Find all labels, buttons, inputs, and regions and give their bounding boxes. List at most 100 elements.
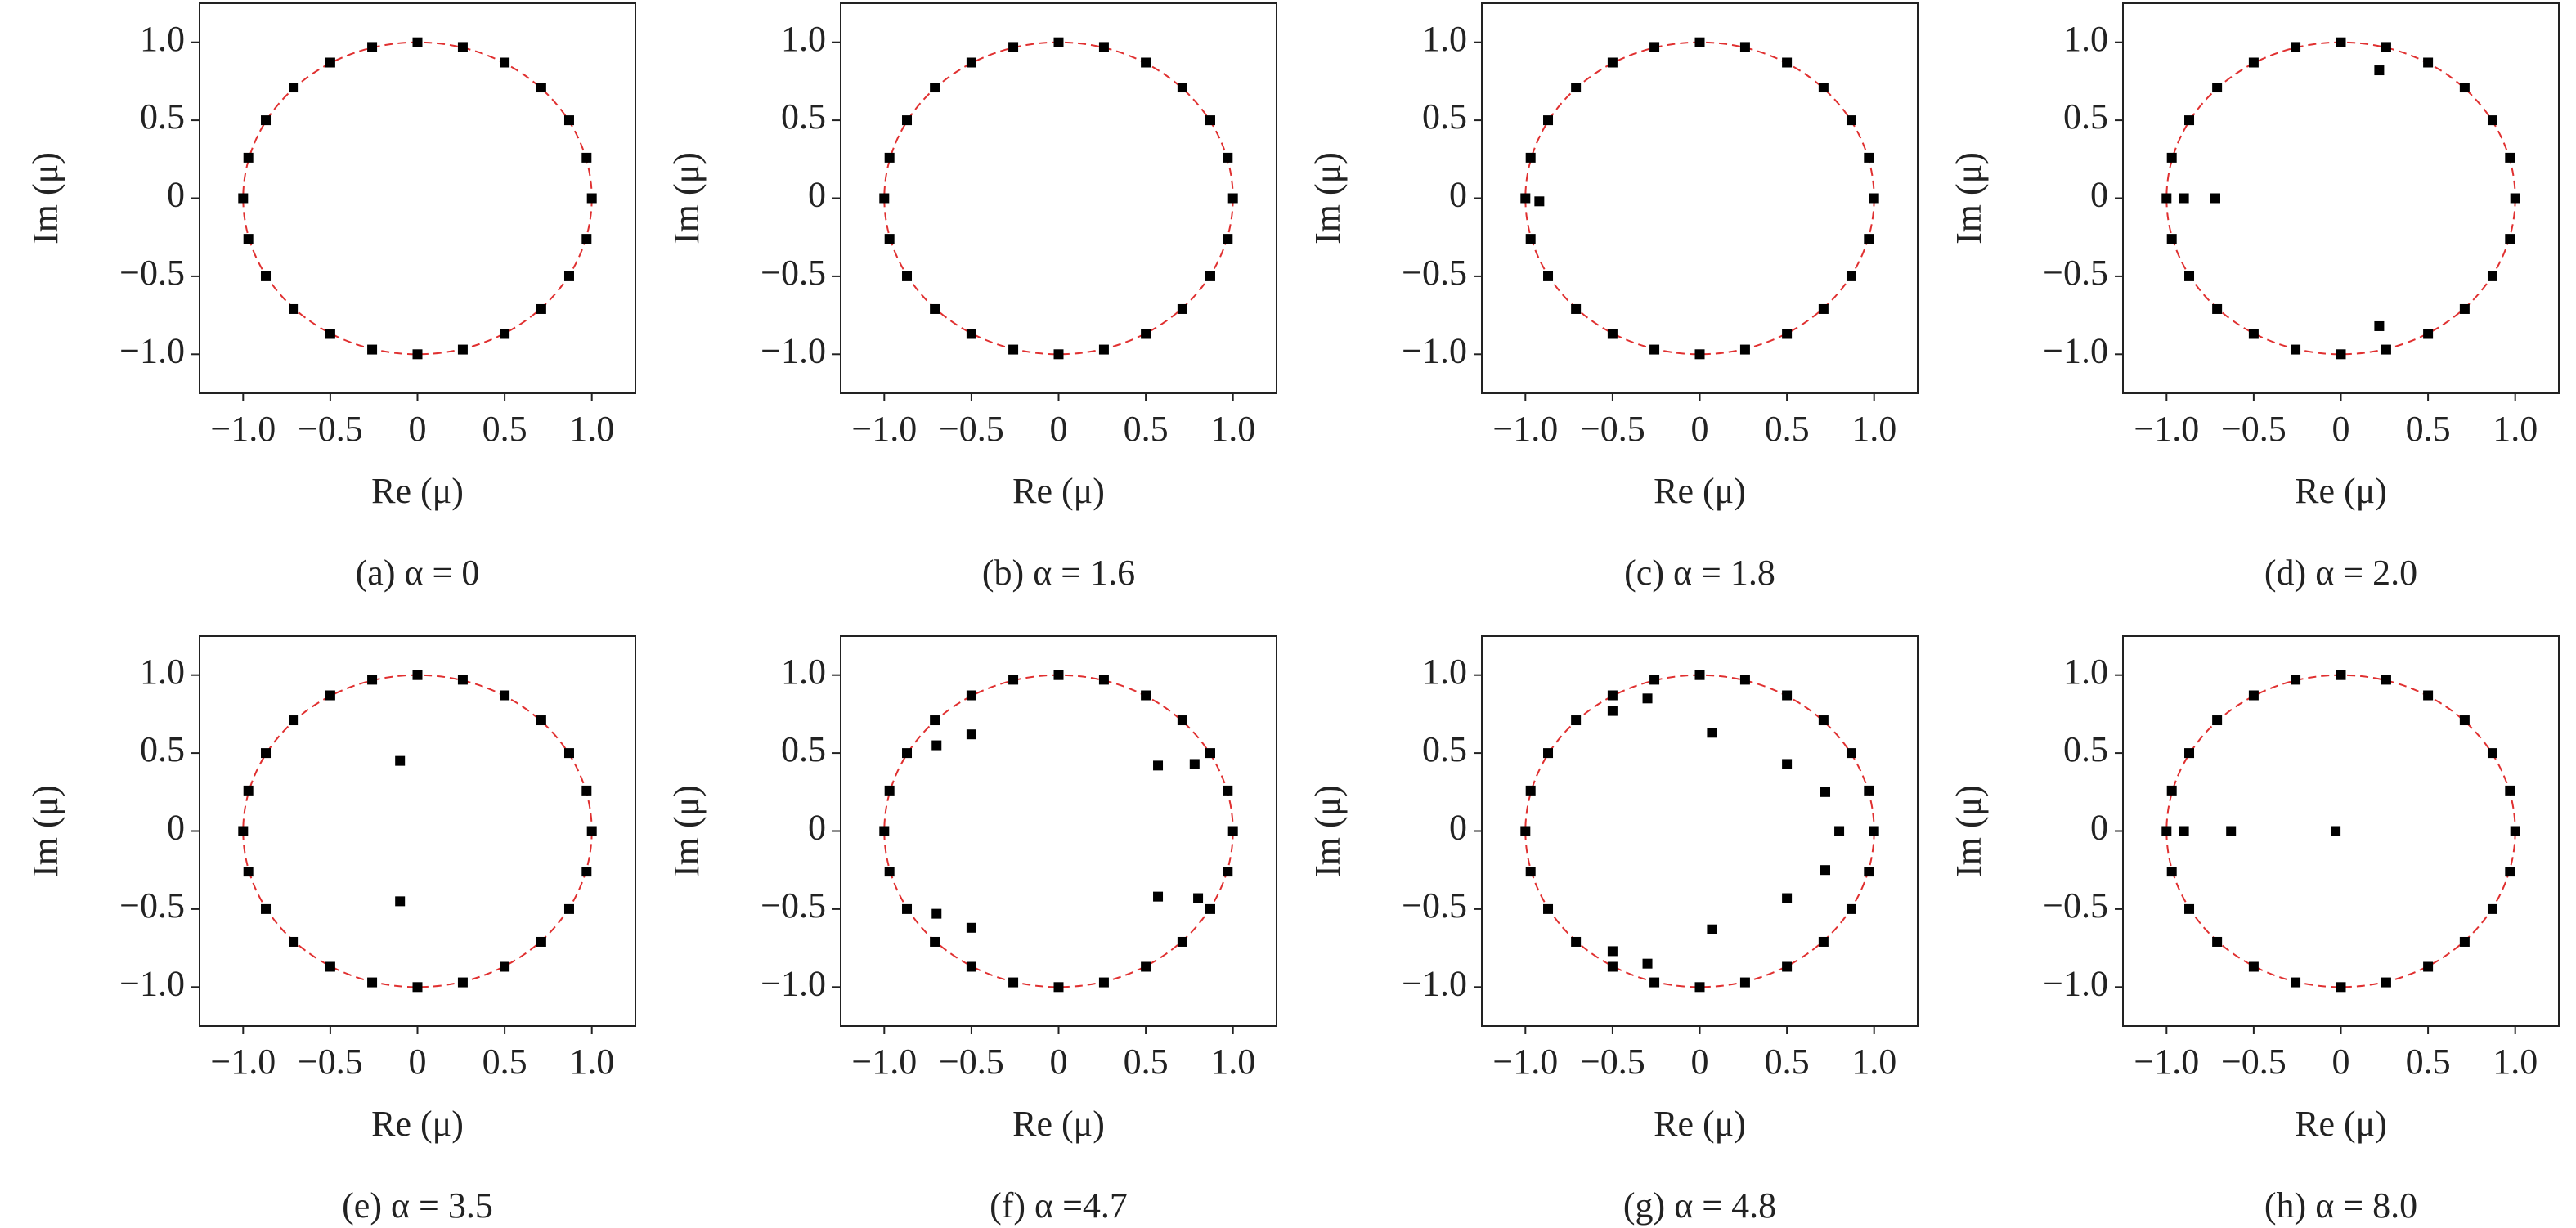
subplot: −1.0 −0.5 0 0.5 1.0 −1.0 −0.5 0 0.5 1.0 Re (μ) Im (… (25, 2, 636, 593)
y-axis-label: Im (μ) (1949, 152, 1989, 244)
point (2487, 748, 2497, 759)
point (325, 57, 335, 68)
y-tick-label: −0.5 (119, 885, 185, 925)
point (2381, 675, 2391, 685)
point (1782, 57, 1793, 68)
y-tick-label: 0.5 (2063, 96, 2108, 137)
subplot: −1.0 −0.5 0 0.5 1.0 −1.0 −0.5 0 0.5 1.0 Re (μ) Im (… (1308, 2, 1919, 593)
point (457, 344, 468, 355)
point (2423, 57, 2434, 68)
point (1177, 715, 1187, 726)
point (367, 675, 378, 685)
point (930, 83, 940, 93)
point (1607, 961, 1618, 972)
point (289, 303, 299, 314)
subplot-caption: (e) α = 3.5 (342, 1185, 493, 1226)
point (930, 715, 940, 726)
y-axis-label: Im (μ) (1308, 152, 1348, 244)
x-tick-label: 0 (1050, 1042, 1068, 1082)
plot-frame (1481, 2, 1919, 394)
point (2161, 826, 2172, 836)
point (1818, 715, 1829, 726)
point (966, 922, 976, 933)
point (2166, 867, 2177, 877)
point (1053, 349, 1064, 360)
point (2505, 152, 2515, 163)
y-axis-label: Im (μ) (666, 152, 707, 244)
point (367, 977, 378, 988)
point (1223, 785, 1233, 796)
x-tick-label: 1.0 (569, 409, 614, 449)
point (2459, 83, 2470, 93)
point (536, 303, 546, 314)
point (1607, 690, 1618, 701)
point (2487, 903, 2497, 914)
x-axis-label: Re (μ) (1654, 1104, 1746, 1144)
x-tick-label: −0.5 (2221, 1042, 2287, 1082)
x-tick-label: −0.5 (939, 1042, 1004, 1082)
point (1053, 670, 1064, 680)
point (2166, 785, 2177, 796)
point (1223, 234, 1233, 244)
x-tick-label: −1.0 (210, 409, 276, 449)
point (2423, 690, 2434, 701)
y-tick-label: −1.0 (761, 963, 826, 1003)
point (1525, 867, 1536, 877)
y-axis-label: Im (μ) (25, 152, 65, 244)
point (2336, 982, 2346, 993)
x-axis-label: Re (μ) (371, 1104, 464, 1144)
subplot: −1.0 −0.5 0 0.5 1.0 −1.0 −0.5 0 0.5 1.0 Re (μ) Im (… (666, 2, 1277, 593)
point (1782, 759, 1793, 769)
x-tick-label: 0.5 (482, 1042, 527, 1082)
y-tick-label: −0.5 (2043, 253, 2108, 293)
point (1571, 715, 1582, 726)
point (412, 982, 423, 993)
x-tick-label: 0 (2332, 1042, 2350, 1082)
point (1205, 115, 1215, 126)
point (2423, 329, 2434, 339)
point (500, 690, 510, 701)
x-tick-label: −1.0 (2134, 1042, 2199, 1082)
x-tick-label: −1.0 (2134, 409, 2199, 449)
x-tick-label: −1.0 (851, 1042, 917, 1082)
x-tick-label: −0.5 (298, 409, 363, 449)
y-tick-label: −1.0 (119, 330, 185, 370)
point (1694, 37, 1705, 47)
point (931, 908, 942, 919)
point (563, 903, 574, 914)
plot-frame (840, 635, 1277, 1027)
x-tick-label: 0.5 (2406, 409, 2451, 449)
point (1571, 303, 1582, 314)
y-tick-label: −0.5 (1402, 885, 1467, 925)
y-tick-label: 1.0 (2063, 652, 2108, 692)
y-axis-label: Im (μ) (1949, 785, 1989, 877)
point (1189, 759, 1200, 769)
point (289, 83, 299, 93)
point (2179, 826, 2189, 836)
point (2423, 961, 2434, 972)
point (1846, 748, 1856, 759)
point (1534, 196, 1545, 207)
point (884, 234, 895, 244)
y-tick-label: 0 (1449, 175, 1467, 215)
y-tick-label: −0.5 (2043, 885, 2108, 925)
x-tick-label: 0.5 (1124, 1042, 1169, 1082)
point (1153, 891, 1164, 902)
subplot: −1.0 −0.5 0 0.5 1.0 −1.0 −0.5 0 0.5 1.0 Re (μ) Im (… (1949, 635, 2560, 1226)
x-tick-label: 0 (409, 1042, 427, 1082)
point (243, 867, 254, 877)
point (261, 115, 272, 126)
point (563, 748, 574, 759)
x-tick-label: 0.5 (482, 409, 527, 449)
point (1141, 690, 1151, 701)
point (2336, 349, 2346, 360)
point (412, 37, 423, 47)
point (2212, 715, 2223, 726)
point (884, 867, 895, 877)
y-tick-label: 1.0 (2063, 19, 2108, 59)
point (2248, 690, 2259, 701)
point (500, 961, 510, 972)
point (325, 961, 335, 972)
point (395, 896, 406, 907)
